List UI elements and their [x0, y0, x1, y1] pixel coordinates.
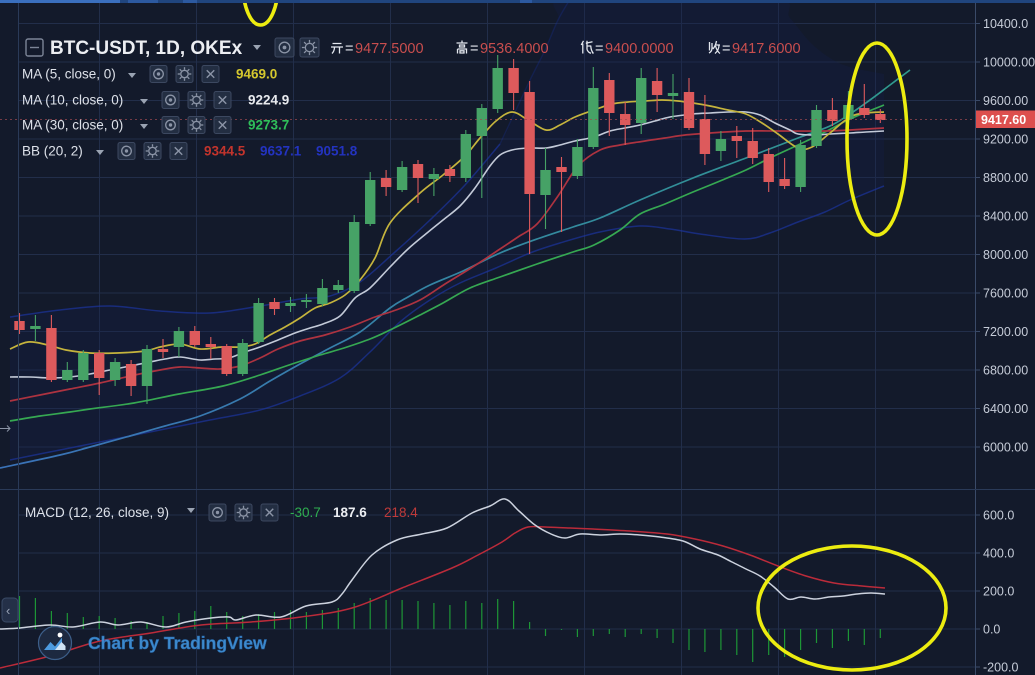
svg-text:9417.6000: 9417.6000 — [732, 41, 801, 57]
svg-text:BTC-USDT, 1D, OKEx: BTC-USDT, 1D, OKEx — [50, 38, 243, 59]
svg-text:Chart by TradingView: Chart by TradingView — [88, 633, 267, 653]
svg-text:-200.0: -200.0 — [983, 660, 1018, 674]
svg-text:=: = — [722, 41, 730, 57]
svg-text:6800.00: 6800.00 — [983, 363, 1028, 377]
svg-text:8800.00: 8800.00 — [983, 171, 1028, 185]
svg-text:9536.4000: 9536.4000 — [480, 41, 549, 57]
svg-text:MA (10, close, 0): MA (10, close, 0) — [22, 93, 123, 108]
svg-text:9400.0000: 9400.0000 — [605, 41, 674, 57]
svg-text:9637.1: 9637.1 — [260, 144, 302, 159]
svg-text:9469.0: 9469.0 — [236, 67, 277, 82]
svg-text:MACD (12, 26, close, 9): MACD (12, 26, close, 9) — [25, 505, 169, 520]
svg-text:9417.60: 9417.60 — [981, 113, 1026, 127]
svg-text:6000.00: 6000.00 — [983, 440, 1028, 454]
svg-text:=: = — [595, 41, 603, 57]
svg-text:9200.00: 9200.00 — [983, 132, 1028, 146]
svg-text:=: = — [470, 41, 478, 57]
svg-text:9224.9: 9224.9 — [248, 93, 289, 108]
svg-text:400.0: 400.0 — [983, 546, 1014, 560]
svg-text:6400.00: 6400.00 — [983, 402, 1028, 416]
svg-text:10400.0: 10400.0 — [983, 17, 1028, 31]
svg-text:200.0: 200.0 — [983, 584, 1014, 598]
svg-text:‹: ‹ — [6, 603, 10, 618]
svg-text:8000.00: 8000.00 — [983, 248, 1028, 262]
svg-text:9600.00: 9600.00 — [983, 94, 1028, 108]
svg-text:MA (30, close, 0): MA (30, close, 0) — [22, 118, 123, 133]
svg-text:7600.00: 7600.00 — [983, 286, 1028, 300]
svg-text:187.6: 187.6 — [333, 505, 367, 520]
svg-text:-30.7: -30.7 — [290, 505, 321, 520]
svg-text:BB (20, 2): BB (20, 2) — [22, 144, 83, 159]
svg-text:9273.7: 9273.7 — [248, 118, 289, 133]
svg-text:9477.5000: 9477.5000 — [355, 41, 424, 57]
svg-text:600.0: 600.0 — [983, 508, 1014, 522]
svg-text:9344.5: 9344.5 — [204, 144, 246, 159]
svg-text:0.0: 0.0 — [983, 622, 1000, 636]
svg-text:MA (5, close, 0): MA (5, close, 0) — [22, 67, 116, 82]
svg-text:10000.00: 10000.00 — [983, 55, 1035, 69]
svg-text:8400.00: 8400.00 — [983, 209, 1028, 223]
svg-text:=: = — [345, 41, 353, 57]
svg-text:9051.8: 9051.8 — [316, 144, 358, 159]
svg-text:218.4: 218.4 — [384, 505, 418, 520]
svg-text:7200.00: 7200.00 — [983, 325, 1028, 339]
